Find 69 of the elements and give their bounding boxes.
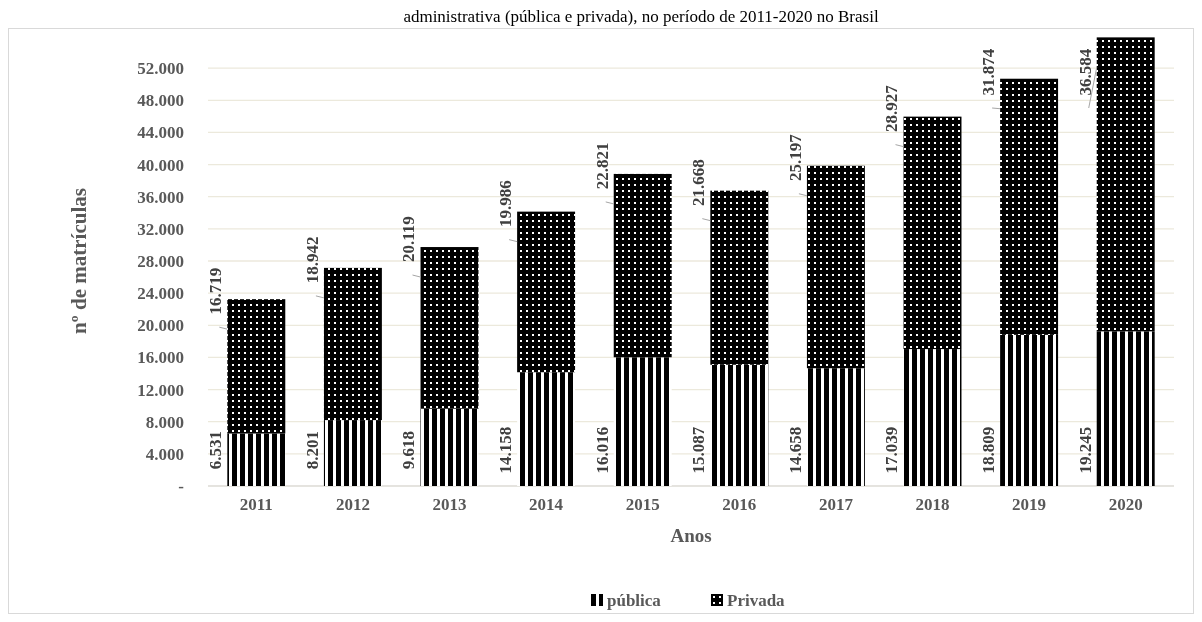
bar [420,247,479,409]
data-label: 14.658 [785,426,805,474]
data-label: 17.039 [882,426,902,474]
data-label: 16.719 [206,267,226,315]
legend-label: pública [607,590,662,610]
x-tick-label: 2014 [529,495,564,514]
y-tick-label: 28.000 [137,251,184,271]
y-tick-label: 20.000 [137,316,184,336]
x-tick-label: 2016 [722,495,757,514]
x-tick-label: 2013 [432,495,467,514]
x-tick-label: 2017 [818,495,854,514]
bar [517,211,576,373]
y-tick-label: 8.000 [145,412,184,432]
data-label: 19.986 [496,180,516,227]
data-label: 25.197 [785,133,805,182]
bar [1096,37,1155,332]
data-label: 16.016 [592,426,612,474]
x-tick-label: 2019 [1012,495,1047,514]
data-label: 18.809 [979,426,999,474]
x-tick-label: 2018 [915,495,950,514]
data-label: 31.874 [979,48,999,96]
y-tick-label: 16.000 [137,348,184,368]
bar [710,190,769,365]
x-tick-label: 2012 [335,495,370,514]
data-label: 28.927 [882,84,902,133]
bar [1000,78,1059,335]
data-label: 14.158 [496,426,516,474]
y-tick-label: 48.000 [137,91,184,111]
bar [613,173,672,358]
bar [1000,334,1059,486]
bar [903,349,962,486]
x-tick-label: 2011 [239,495,273,514]
bar [806,165,865,369]
y-tick-label: 32.000 [137,219,184,239]
bar [613,357,672,486]
legend-label: Privada [727,590,786,610]
bar [806,368,865,486]
data-label: 15.087 [689,426,709,474]
bar [1096,331,1155,486]
bar [903,116,962,350]
y-tick-label: 52.000 [137,59,184,79]
data-label: 36.584 [1075,48,1095,96]
bar [227,299,286,434]
y-tick-label: 24.000 [137,284,184,304]
y-tick-label: - [178,476,185,496]
data-label: 9.618 [399,430,419,470]
data-label: 18.942 [302,236,322,284]
chart-title: administrativa (pública e privada), no período de 2011-2020 no Brasil [403,7,879,26]
bar [323,267,382,421]
y-axis-title: nº de matrículas [67,188,91,334]
data-label: 19.245 [1075,426,1095,474]
bar [323,420,382,486]
data-label: 8.201 [302,430,322,470]
x-axis-title: Anos [670,525,712,546]
y-tick-label: 36.000 [137,187,184,207]
y-tick-label: 4.000 [145,444,184,464]
bar [710,364,769,486]
bar [227,433,286,486]
data-label: 21.668 [689,159,709,207]
x-tick-label: 2020 [1108,495,1143,514]
data-label: 20.119 [399,216,419,262]
y-tick-label: 44.000 [137,123,184,143]
bar [420,408,479,486]
y-tick-label: 40.000 [137,155,184,175]
data-label: 22.821 [592,142,612,190]
bar [517,372,576,486]
data-label: 6.531 [206,430,226,470]
y-tick-label: 12.000 [137,380,184,400]
x-tick-label: 2015 [625,495,660,514]
